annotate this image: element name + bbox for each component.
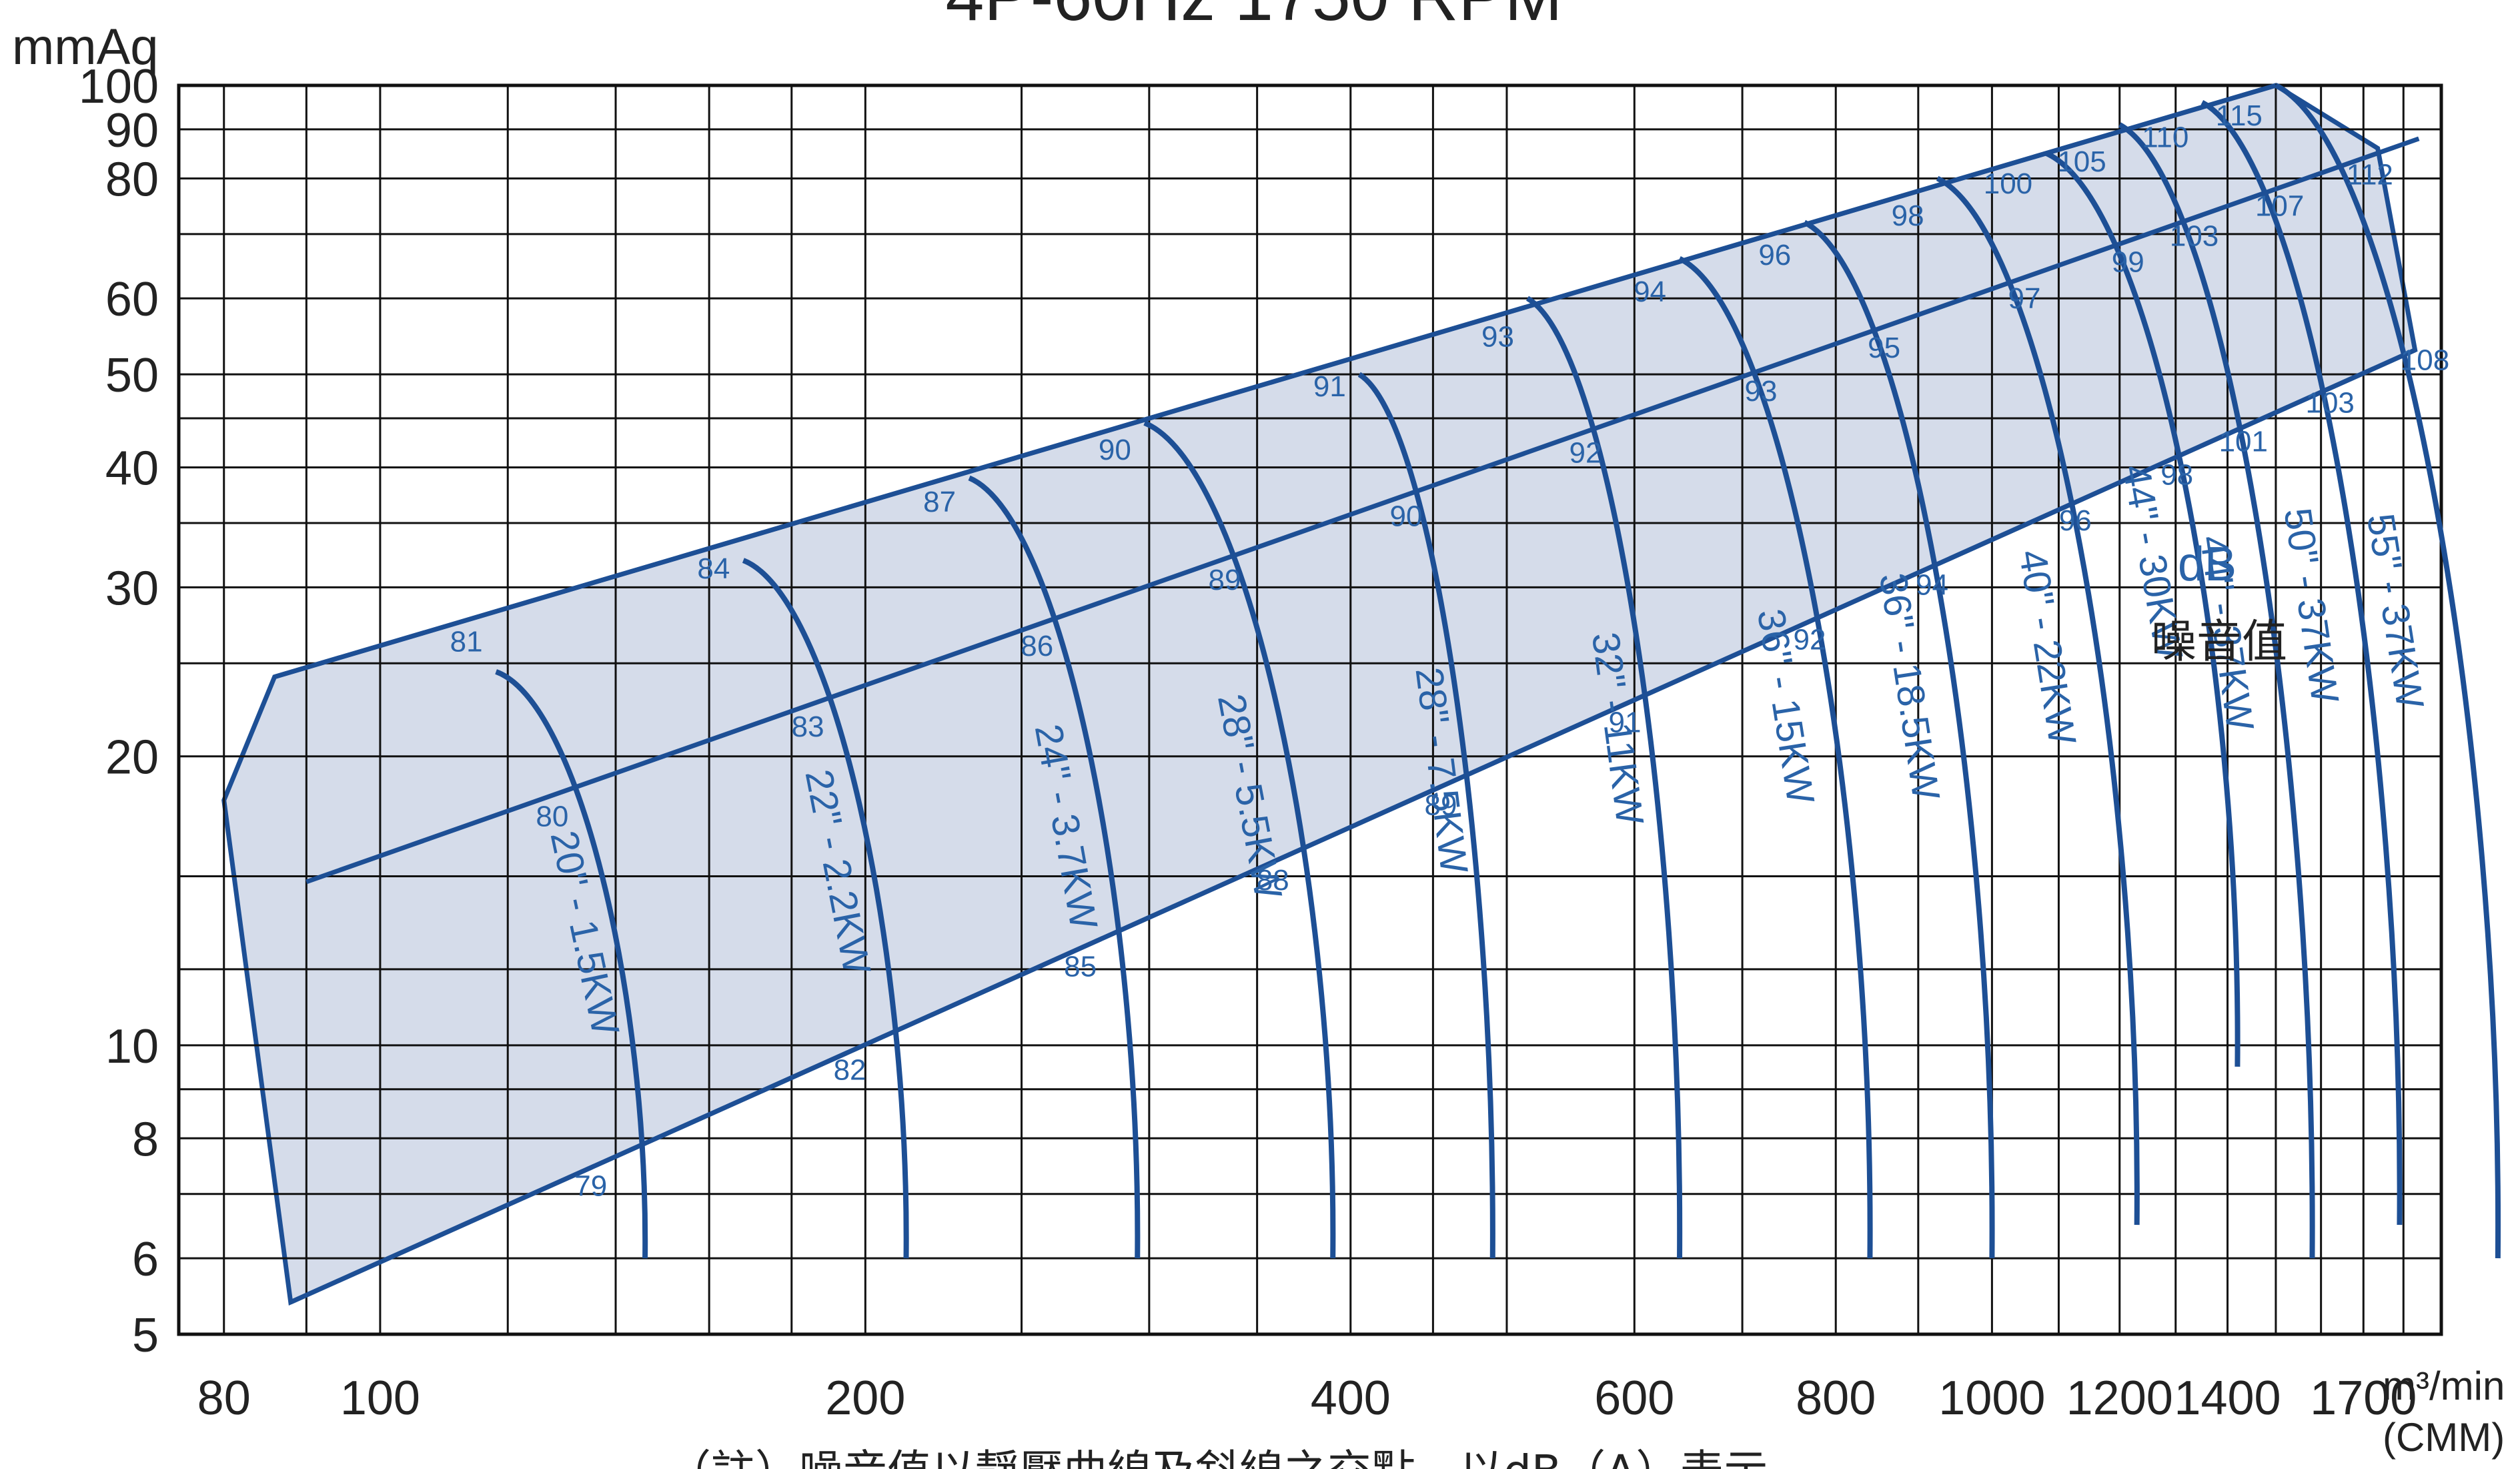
db-value-label: 79 — [574, 1169, 607, 1202]
y-tick-label: 40 — [105, 442, 159, 496]
shaded-region-layer — [221, 83, 2418, 1306]
db-value-label: 93 — [1745, 375, 1778, 408]
fan-curve — [2044, 150, 2241, 1067]
db-value-label: 100 — [1984, 167, 2032, 200]
y-tick-label: 20 — [105, 731, 159, 785]
fan-curve — [742, 558, 909, 1259]
db-value-label: 92 — [1793, 624, 1826, 656]
fan-curve — [2200, 99, 2403, 1226]
db-value-label: 94 — [1916, 568, 1948, 601]
db-value-label: 97 — [2008, 282, 2041, 315]
legend-noise-label: 噪音值 — [2151, 616, 2287, 668]
x-tick-label: 600 — [1594, 1372, 1674, 1425]
db-value-label: 107 — [2255, 189, 2304, 222]
fan-curve — [968, 475, 1141, 1259]
db-value-label: 89 — [1425, 789, 1457, 821]
db-value-label: 81 — [450, 625, 483, 658]
db-value-label: 98 — [2160, 459, 2193, 492]
db-value-label: 91 — [1313, 370, 1346, 403]
fan-curve — [495, 669, 648, 1259]
x-tick-label: 400 — [1311, 1372, 1391, 1425]
x-axis-unit-bottom: (CMM) — [2383, 1415, 2505, 1460]
noise-line-middle — [305, 136, 2420, 885]
x-tick-label: 200 — [825, 1372, 905, 1425]
y-tick-label: 6 — [132, 1233, 159, 1286]
db-value-label: 83 — [792, 710, 824, 743]
y-tick-label: 10 — [105, 1020, 159, 1073]
footnote: （註）噪音值以靜壓曲線及斜線之交點，以dB（A）表示 — [667, 1446, 1768, 1469]
db-value-label: 85 — [1064, 950, 1097, 983]
db-value-label: 89 — [1208, 564, 1241, 596]
db-value-label: 92 — [1569, 437, 1602, 470]
y-tick-label: 60 — [105, 273, 159, 326]
db-value-label: 103 — [2170, 219, 2219, 252]
db-value-label: 99 — [2112, 246, 2144, 279]
x-tick-label: 1200 — [2066, 1372, 2173, 1425]
fan-curve-label: 36" - 18.5KW — [1871, 570, 1948, 803]
fan-curve — [1357, 372, 1495, 1259]
fan-curve — [2118, 122, 2315, 1259]
x-tick-label: 80 — [197, 1372, 251, 1425]
db-value-label: 88 — [1257, 864, 1289, 897]
x-tick-label: 1400 — [2174, 1372, 2281, 1425]
x-axis-unit-top: m³/min — [2383, 1364, 2505, 1408]
db-value-label: 80 — [536, 801, 568, 833]
plot-frame — [177, 83, 2443, 1336]
db-value-label: 86 — [1021, 630, 1053, 662]
x-tick-label: 1700 — [2310, 1372, 2417, 1425]
db-value-label: 115 — [2216, 99, 2263, 132]
db-value-label: 110 — [2142, 121, 2188, 154]
db-value-label: 94 — [1634, 276, 1666, 308]
db-value-label: 108 — [2401, 344, 2449, 377]
noise-line-bottom — [289, 348, 2417, 1305]
y-tick-label: 5 — [132, 1309, 159, 1362]
operating-region — [221, 83, 2418, 1306]
fan-curve — [1678, 256, 1873, 1259]
y-tick-label: 50 — [105, 349, 159, 402]
fan-curve-label: 50" - 37KW — [2275, 505, 2347, 706]
db-value-label: 93 — [1481, 321, 1514, 354]
db-value-label: 96 — [1758, 239, 1791, 272]
chart-title: 4P-60Hz 1750 RPM — [946, 0, 1563, 35]
db-value-label: 87 — [923, 486, 956, 518]
y-tick-label: 30 — [105, 562, 159, 615]
db-value-label: 84 — [697, 552, 730, 585]
db-value-label: 90 — [1390, 500, 1423, 532]
fan-curve — [1936, 175, 2140, 1226]
db-value-label: 90 — [1099, 434, 1131, 466]
y-axis-label: mmAq — [12, 19, 159, 75]
db-value-label: 96 — [2059, 504, 2092, 537]
grid-layer — [177, 83, 2443, 1336]
x-tick-label: 1000 — [1938, 1372, 2045, 1425]
fan-curve-label: 40" - 22KW — [2010, 547, 2084, 748]
x-tick-label: 800 — [1796, 1372, 1876, 1425]
y-tick-label: 90 — [105, 104, 159, 157]
db-value-label: 82 — [834, 1053, 866, 1086]
db-value-label: 98 — [1892, 199, 1924, 232]
x-tick-label: 100 — [340, 1372, 420, 1425]
fan-curve — [2275, 83, 2501, 1259]
y-tick-label: 100 — [79, 60, 159, 113]
fan-curve — [1525, 296, 1683, 1259]
db-value-label: 91 — [1609, 706, 1642, 739]
db-value-label: 112 — [2347, 158, 2393, 191]
fan-curve — [1803, 219, 1995, 1259]
db-value-label: 105 — [2057, 145, 2106, 178]
db-value-label: 103 — [2305, 386, 2354, 419]
y-tick-label: 8 — [132, 1113, 159, 1166]
fan-curve — [1143, 420, 1336, 1259]
db-value-label: 101 — [2219, 426, 2268, 458]
fan-curve-layer — [273, 83, 2501, 1305]
y-tick-label: 80 — [105, 153, 159, 206]
legend-db-label: dB — [2178, 538, 2237, 591]
db-value-label: 95 — [1868, 332, 1900, 364]
